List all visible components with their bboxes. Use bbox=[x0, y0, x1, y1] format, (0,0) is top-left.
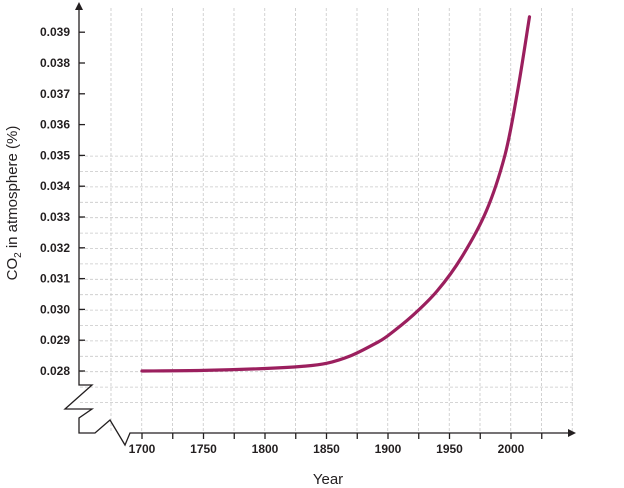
x-tick-label: 1850 bbox=[313, 442, 340, 456]
y-axis-label-subscript: 2 bbox=[13, 252, 24, 258]
y-axis-label: CO2 in atmosphere (%) bbox=[4, 126, 24, 281]
x-ticks: 1700 1750 1800 1850 1900 1950 2000 bbox=[129, 433, 543, 456]
y-axis-label-prefix: CO bbox=[4, 258, 21, 281]
x-tick-label: 2000 bbox=[498, 442, 525, 456]
y-ticks: 0.028 0.029 0.030 0.031 0.032 0.033 0.034 0.035… bbox=[40, 25, 85, 378]
y-tick-label: 0.032 bbox=[40, 241, 70, 255]
y-tick-label: 0.030 bbox=[40, 302, 70, 316]
y-axis-arrow bbox=[75, 2, 83, 10]
x-tick-label: 1700 bbox=[129, 442, 156, 456]
y-tick-label: 0.039 bbox=[40, 25, 70, 39]
y-tick-label: 0.031 bbox=[40, 272, 70, 286]
y-tick-label: 0.028 bbox=[40, 364, 70, 378]
axes bbox=[63, 2, 576, 447]
grid bbox=[80, 8, 575, 433]
y-tick-label: 0.035 bbox=[40, 148, 70, 162]
x-axis-label: Year bbox=[313, 471, 343, 488]
y-tick-label: 0.037 bbox=[40, 87, 70, 101]
x-tick-label: 1800 bbox=[252, 442, 279, 456]
y-tick-label: 0.033 bbox=[40, 210, 70, 224]
x-axis-arrow bbox=[568, 429, 576, 437]
y-tick-label: 0.036 bbox=[40, 118, 70, 132]
y-axis-line bbox=[63, 8, 568, 447]
co2-series-line bbox=[140, 15, 532, 373]
y-tick-label: 0.029 bbox=[40, 333, 70, 347]
y-tick-label: 0.034 bbox=[40, 179, 70, 193]
y-axis-label-suffix: in atmosphere (%) bbox=[4, 126, 21, 253]
x-tick-label: 1950 bbox=[436, 442, 463, 456]
x-tick-label: 1750 bbox=[190, 442, 217, 456]
x-tick-label: 1900 bbox=[375, 442, 402, 456]
y-tick-label: 0.038 bbox=[40, 56, 70, 70]
